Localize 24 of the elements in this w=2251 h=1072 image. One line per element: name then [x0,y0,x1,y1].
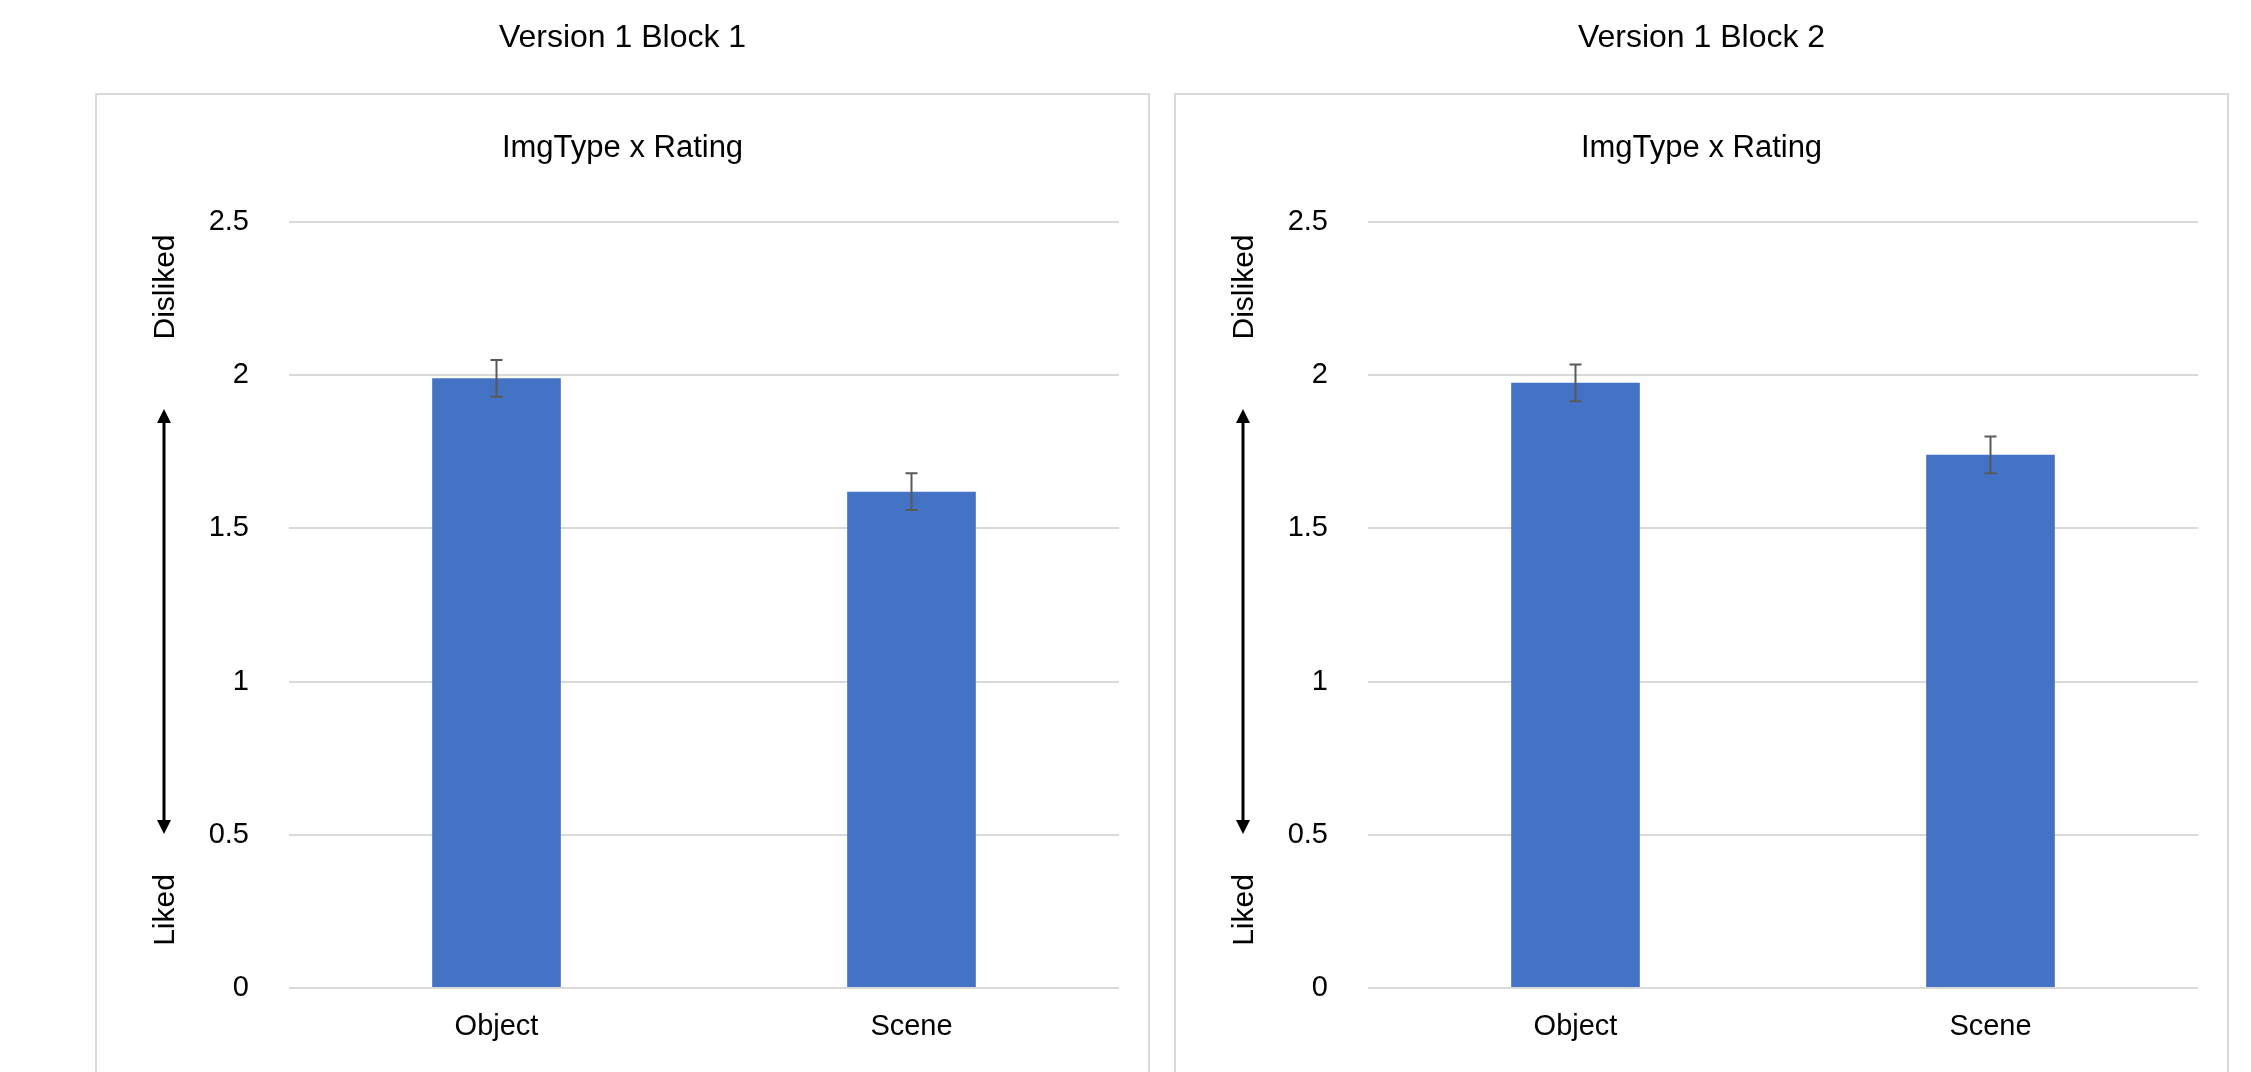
x-tick-label: Scene [1949,1009,2032,1042]
y-tick-label: 0 [1311,970,1328,1002]
x-tick-label: Object [1533,1009,1618,1042]
chart-subtitle: ImgType x Rating [500,129,745,165]
y-tick-label: 1 [232,663,249,696]
chart-subtitle: ImgType x Rating [1579,129,1824,165]
x-tick-label: Object [454,1009,539,1042]
text: Liked [1226,874,1260,946]
y-tick-label: 1.5 [208,510,249,543]
y-tick-label: 0.5 [1287,816,1328,849]
y-tick-label: 1 [1311,663,1328,696]
y-tick-label: 0 [232,970,249,1002]
y-tick-label: 2 [232,357,249,390]
chart-title: Version 1 Block 2 [1576,18,1827,55]
chart-title: Version 1 Block 1 [497,18,748,55]
x-tick-label: Scene [870,1009,953,1042]
y-tick-label: 2.5 [208,204,249,236]
y-tick-label: 1.5 [1287,510,1328,543]
y-tick-label: 2.5 [1287,204,1328,236]
text: Disliked [147,234,181,340]
y-tick-label: 0.5 [208,816,249,849]
text: Disliked [1226,234,1260,340]
y-tick-label: 2 [1311,357,1328,390]
text: Liked [147,874,181,946]
